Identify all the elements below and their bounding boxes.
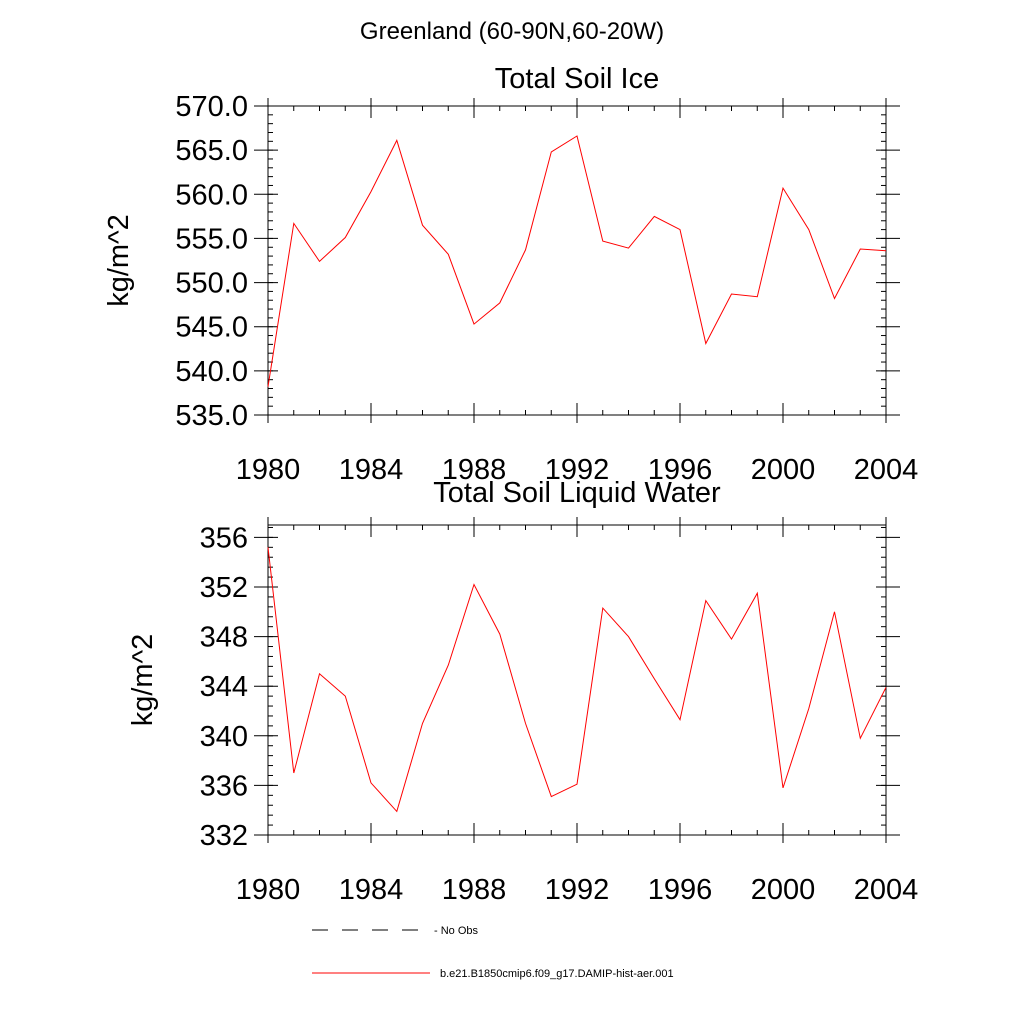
- y-tick-label: 570.0: [175, 91, 248, 123]
- legend-label: b.e21.B1850cmip6.f09_g17.DAMIP-hist-aer.…: [440, 968, 674, 980]
- chart-panel-soil-liquid-water: 1980 1984 1988 1992 1996 2000 2004 332 336 340 344…: [127, 477, 918, 906]
- y-tick-label: 535.0: [175, 400, 248, 432]
- y-axis-label: kg/m^2: [103, 214, 135, 307]
- legend-label: - No Obs: [434, 925, 479, 937]
- y-tick-label: 344: [200, 671, 248, 703]
- y-tick-label: 348: [200, 622, 248, 654]
- legend: - No Obs b.e21.B1850cmip6.f09_g17.DAMIP-h…: [312, 925, 674, 980]
- y-tick-label: 555.0: [175, 223, 248, 255]
- figure-title: Greenland (60-90N,60-20W): [359, 18, 665, 45]
- series-line: [267, 135, 887, 387]
- x-tick-label: 2004: [854, 454, 919, 486]
- y-tick-label: 340: [200, 721, 248, 753]
- y-axis-label: kg/m^2: [127, 634, 159, 727]
- y-tick-label: 352: [200, 572, 248, 604]
- x-tick-label: 1980: [236, 874, 301, 906]
- plot-frame: [267, 524, 887, 836]
- x-tick-label: 2000: [751, 874, 816, 906]
- x-tick-label: 1984: [339, 874, 404, 906]
- panel-title: Total Soil Liquid Water: [433, 477, 721, 509]
- x-tick-label: 1988: [442, 454, 507, 486]
- x-tick-label: 1992: [545, 874, 610, 906]
- chart-panel-soil-ice: 1980 1984 1988 1992 1996 2000 2004 535.0 540.0 54…: [103, 63, 918, 486]
- y-tick-label: 356: [200, 522, 248, 554]
- x-tick-label: 1984: [339, 454, 404, 486]
- panel-title: Total Soil Ice: [495, 63, 659, 95]
- y-tick-label: 550.0: [175, 268, 248, 300]
- x-tick-label: 1980: [236, 454, 301, 486]
- y-tick-label: 336: [200, 770, 248, 802]
- x-tick-label: 1996: [648, 874, 713, 906]
- x-tick-label: 1988: [442, 874, 507, 906]
- plot-frame: [267, 105, 887, 416]
- y-tick-label: 332: [200, 820, 248, 852]
- x-tick-label: 2004: [854, 874, 919, 906]
- y-tick-label: 545.0: [175, 312, 248, 344]
- x-tick-label: 1992: [545, 454, 610, 486]
- y-tick-label: 565.0: [175, 135, 248, 167]
- x-tick-label: 1996: [648, 454, 713, 486]
- series-line: [267, 547, 887, 813]
- y-tick-label: 540.0: [175, 356, 248, 388]
- x-tick-label: 2000: [751, 454, 816, 486]
- y-tick-label: 560.0: [175, 179, 248, 211]
